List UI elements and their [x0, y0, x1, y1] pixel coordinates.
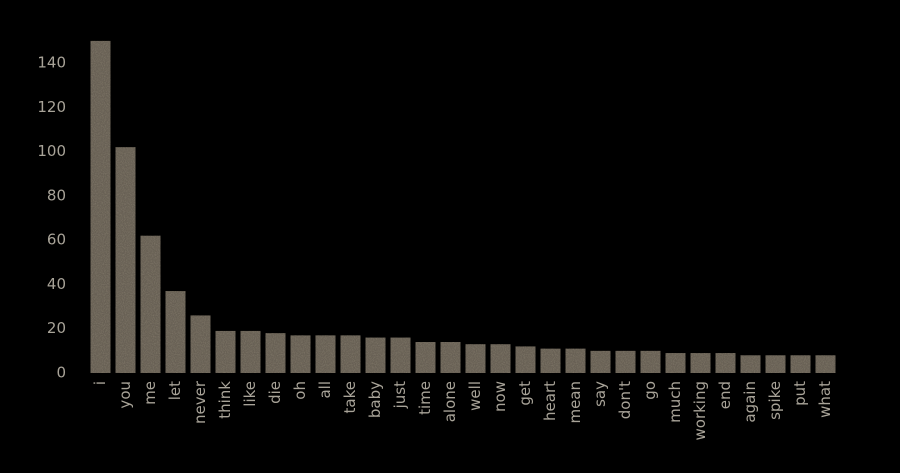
x-tick-label: put: [791, 381, 809, 406]
x-tick-label: let: [166, 381, 184, 400]
bar: [765, 355, 786, 373]
x-tick-label: baby: [366, 381, 384, 418]
x-tick-label: now: [491, 381, 509, 412]
bar: [515, 346, 536, 373]
bar: [640, 350, 661, 373]
bar: [115, 147, 136, 373]
bar: [315, 335, 336, 373]
y-tick-label: 20: [47, 319, 66, 337]
x-tick-label: take: [341, 381, 359, 413]
x-tick-label: working: [691, 381, 709, 441]
x-tick-label: get: [516, 381, 534, 406]
y-tick-label: 60: [47, 231, 66, 249]
x-tick-label: never: [191, 380, 209, 424]
bar: [715, 353, 736, 373]
x-tick-label: spike: [766, 381, 784, 420]
x-tick-label: you: [116, 381, 134, 409]
x-tick-label: heart: [541, 381, 559, 421]
x-tick-label: what: [816, 381, 834, 418]
bar: [815, 355, 836, 373]
bar: [215, 330, 236, 373]
bar: [465, 344, 486, 373]
y-tick-label: 120: [37, 98, 66, 116]
x-tick-label: think: [216, 381, 234, 419]
y-tick-label: 40: [47, 275, 66, 293]
x-tick-label: again: [741, 381, 759, 423]
bar: [490, 344, 511, 373]
x-tick-label: i: [91, 381, 109, 385]
x-tick-label: like: [241, 381, 259, 407]
x-tick-label: don't: [616, 381, 634, 419]
bar: [140, 235, 161, 373]
bar: [390, 337, 411, 373]
x-tick-label: alone: [441, 381, 459, 422]
bar: [190, 315, 211, 373]
y-tick-label: 0: [56, 364, 66, 382]
bar: [740, 355, 761, 373]
bar: [90, 40, 111, 374]
bar: [440, 342, 461, 373]
x-tick-label: die: [266, 381, 284, 404]
x-tick-label: go: [641, 381, 659, 400]
bar: [665, 353, 686, 373]
x-tick-label: well: [466, 381, 484, 411]
bar: [590, 350, 611, 373]
x-tick-label: time: [416, 381, 434, 415]
bar: [565, 348, 586, 373]
bar: [290, 335, 311, 373]
y-tick-label: 80: [47, 186, 66, 204]
x-tick-label: much: [666, 381, 684, 423]
bar: [690, 353, 711, 373]
x-tick-label: say: [591, 381, 609, 407]
bar: [265, 333, 286, 373]
x-tick-label: end: [716, 381, 734, 409]
x-tick-label: just: [391, 381, 409, 409]
x-tick-label: oh: [291, 381, 309, 400]
bar: [165, 291, 186, 373]
x-tick-label: me: [141, 381, 159, 405]
bar: [540, 348, 561, 373]
x-tick-label: all: [316, 381, 334, 399]
bar: [340, 335, 361, 373]
bar: [415, 342, 436, 373]
x-tick-label: mean: [566, 381, 584, 424]
bar: [615, 350, 636, 373]
y-tick-label: 140: [37, 54, 66, 72]
bar: [365, 337, 386, 373]
bar: [790, 355, 811, 373]
y-tick-label: 100: [37, 142, 66, 160]
bar: [240, 330, 261, 373]
